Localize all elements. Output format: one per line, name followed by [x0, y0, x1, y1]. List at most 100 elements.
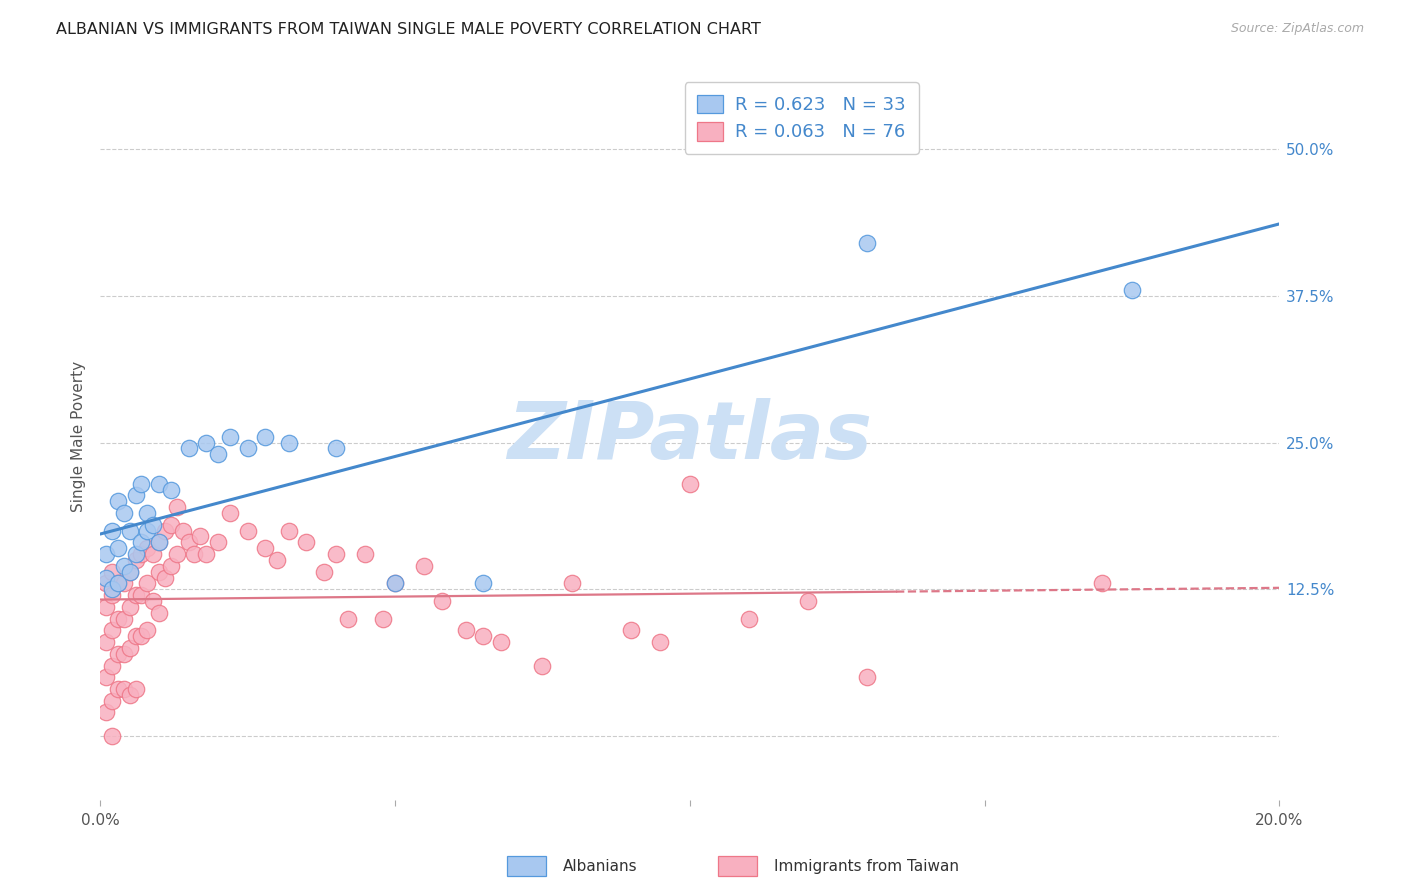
Point — [107, 576, 129, 591]
Point — [295, 535, 318, 549]
Point — [277, 524, 299, 538]
Point — [107, 611, 129, 625]
Point — [160, 483, 183, 497]
Point — [153, 524, 176, 538]
Point — [112, 647, 135, 661]
Point — [384, 576, 406, 591]
Point — [136, 506, 159, 520]
Point — [94, 670, 117, 684]
Point — [124, 547, 146, 561]
Point — [94, 576, 117, 591]
Point — [489, 635, 512, 649]
Point — [650, 635, 672, 649]
Point — [207, 535, 229, 549]
Point — [531, 658, 554, 673]
Point — [136, 541, 159, 556]
Point — [277, 435, 299, 450]
Point — [166, 547, 188, 561]
Point — [148, 606, 170, 620]
Point — [218, 430, 240, 444]
Point — [177, 535, 200, 549]
Point — [430, 594, 453, 608]
Point — [254, 430, 277, 444]
Point — [118, 524, 141, 538]
Point — [118, 640, 141, 655]
Point — [236, 524, 259, 538]
Point — [101, 588, 124, 602]
Point — [131, 588, 153, 602]
Point — [94, 706, 117, 720]
Point — [183, 547, 205, 561]
Point — [679, 476, 702, 491]
Point — [148, 565, 170, 579]
Text: Immigrants from Taiwan: Immigrants from Taiwan — [775, 859, 959, 873]
Text: ALBANIAN VS IMMIGRANTS FROM TAIWAN SINGLE MALE POVERTY CORRELATION CHART: ALBANIAN VS IMMIGRANTS FROM TAIWAN SINGL… — [56, 22, 761, 37]
Point — [107, 681, 129, 696]
Point — [325, 547, 347, 561]
Point — [131, 535, 153, 549]
Point — [112, 506, 135, 520]
Point — [371, 611, 394, 625]
Point — [112, 558, 135, 573]
Point — [172, 524, 194, 538]
Point — [112, 576, 135, 591]
Point — [218, 506, 240, 520]
Point — [236, 442, 259, 456]
Point — [561, 576, 583, 591]
Point — [454, 624, 477, 638]
Point — [124, 681, 146, 696]
Point — [142, 594, 165, 608]
Point — [131, 476, 153, 491]
Point — [136, 624, 159, 638]
Point — [118, 599, 141, 614]
Point — [472, 576, 495, 591]
Point — [855, 236, 877, 251]
Point — [118, 688, 141, 702]
Point — [107, 576, 129, 591]
Point — [314, 565, 336, 579]
Point — [153, 570, 176, 584]
Text: Albanians: Albanians — [564, 859, 638, 873]
Point — [107, 494, 129, 508]
Point — [94, 570, 117, 584]
Point — [101, 624, 124, 638]
Point — [472, 629, 495, 643]
Point — [124, 553, 146, 567]
Point — [737, 611, 759, 625]
Point — [142, 547, 165, 561]
Point — [94, 547, 117, 561]
Point — [354, 547, 377, 561]
Point — [131, 547, 153, 561]
Point — [124, 629, 146, 643]
Point — [136, 524, 159, 538]
Point — [160, 517, 183, 532]
Point — [166, 500, 188, 515]
Point — [112, 681, 135, 696]
Point — [118, 565, 141, 579]
Point — [101, 565, 124, 579]
Point — [101, 658, 124, 673]
Point — [195, 435, 218, 450]
Point — [101, 729, 124, 743]
Point — [1121, 283, 1143, 297]
Point — [107, 541, 129, 556]
Point — [254, 541, 277, 556]
Point — [207, 447, 229, 461]
Text: ZIPatlas: ZIPatlas — [508, 398, 872, 475]
Point — [148, 535, 170, 549]
Point — [796, 594, 818, 608]
Point — [160, 558, 183, 573]
Point — [94, 635, 117, 649]
Point — [266, 553, 288, 567]
Point — [101, 582, 124, 597]
Point — [148, 476, 170, 491]
Point — [620, 624, 643, 638]
Point — [124, 588, 146, 602]
Point — [118, 565, 141, 579]
Point — [413, 558, 436, 573]
Point — [336, 611, 359, 625]
Point — [1091, 576, 1114, 591]
Point — [177, 442, 200, 456]
Point — [855, 670, 877, 684]
Text: Source: ZipAtlas.com: Source: ZipAtlas.com — [1230, 22, 1364, 36]
